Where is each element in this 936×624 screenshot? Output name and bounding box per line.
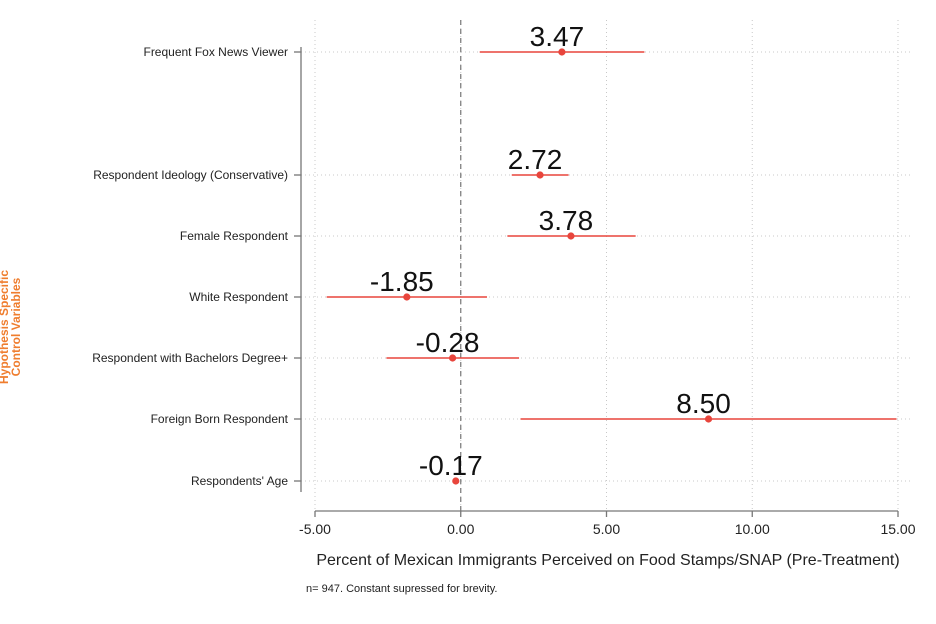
data-label: -1.85: [370, 266, 434, 297]
data-label: 2.72: [508, 144, 563, 175]
estimate-point: [536, 171, 544, 179]
x-tick-label: -5.00: [299, 521, 331, 537]
x-tick-label: 0.00: [447, 521, 474, 537]
y-tick-label: Foreign Born Respondent: [151, 412, 289, 426]
data-label: 3.78: [539, 205, 594, 236]
data-label: 8.50: [676, 388, 731, 419]
y-tick-label: Frequent Fox News Viewer: [143, 45, 288, 59]
data-label: 3.47: [530, 21, 585, 52]
x-tick-label: 15.00: [880, 521, 915, 537]
estimate-point: [452, 477, 460, 485]
estimate-point: [403, 293, 411, 301]
chart-marks: 3.47 2.72 3.78 -1.85 -0.28 8.50 -0.17: [326, 21, 897, 485]
estimate-point: [558, 48, 566, 56]
footnote: n= 947. Constant supressed for brevity.: [306, 583, 498, 595]
y-tick-label: Respondent Ideology (Conservative): [93, 168, 288, 182]
x-tick-label: 5.00: [593, 521, 620, 537]
estimate-point: [567, 232, 575, 240]
data-label: -0.17: [419, 450, 483, 481]
x-tick-label: 10.00: [735, 521, 770, 537]
y-tick-label: Respondent with Bachelors Degree+: [92, 351, 288, 365]
axes: -5.00 0.00 5.00 10.00 15.00 Frequent Fox News…: [92, 20, 916, 537]
y-tick-label: Female Respondent: [180, 229, 289, 243]
y-axis-label-line-2: Control Variables: [9, 277, 23, 377]
y-tick-label: Respondents' Age: [191, 474, 288, 488]
estimate-point: [704, 415, 713, 423]
data-label: -0.28: [416, 327, 480, 358]
y-tick-label: White Respondent: [189, 290, 288, 304]
x-axis-label: Percent of Mexican Immigrants Perceived …: [316, 552, 899, 569]
estimate-point: [448, 354, 457, 362]
